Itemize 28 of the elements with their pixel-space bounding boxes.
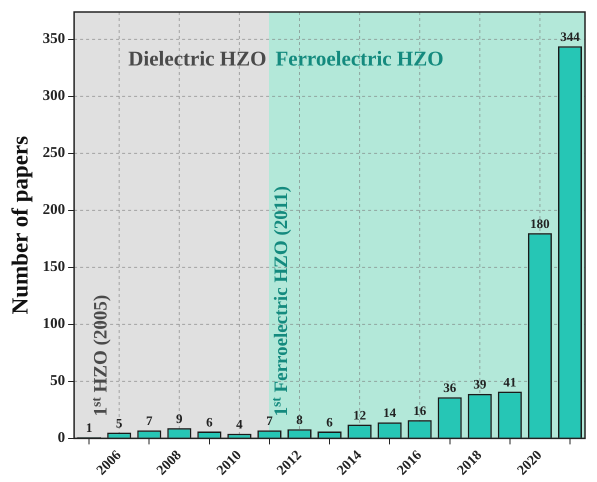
data-label: 14 [383,405,397,420]
y-tick-label: 300 [42,88,66,104]
data-label: 4 [236,416,244,432]
y-tick-label: 250 [42,145,66,162]
data-label: 7 [146,413,153,428]
data-label: 9 [176,410,184,426]
y-axis-title: Number of papers [8,136,33,314]
y-tick-label: 0 [58,430,66,446]
data-label: 180 [530,216,550,231]
data-label: 6 [326,414,334,430]
data-label: 5 [116,415,123,430]
band-label: Ferroelectric HZO [275,46,444,70]
data-label: 8 [296,412,304,428]
data-label: 16 [413,402,427,418]
y-tick-label: 150 [42,259,66,276]
data-label: 36 [443,380,457,396]
y-tick-label: 200 [42,202,66,218]
data-label: 6 [206,414,214,430]
annotation: 1st HZO (2005) [88,294,112,416]
data-label: 344 [560,29,580,44]
y-tick-label: 50 [50,373,66,390]
data-label: 41 [503,374,516,390]
data-label: 1 [86,420,92,436]
band-label: Dielectric HZO [128,46,266,70]
y-tick-label: 100 [42,316,66,332]
data-label: 12 [353,408,366,422]
y-tick-label: 350 [42,31,66,48]
data-label: 39 [473,376,487,392]
